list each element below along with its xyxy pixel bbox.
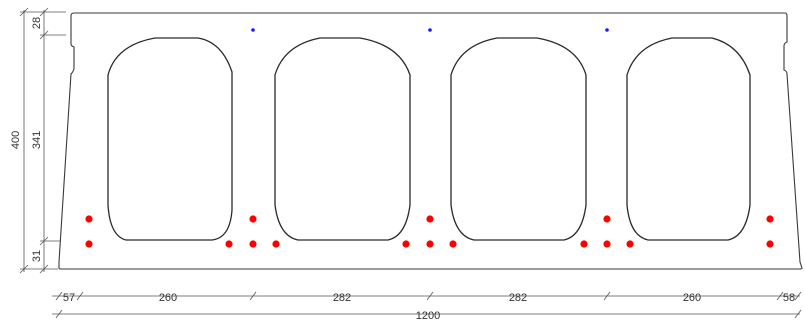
hollow-core-3 xyxy=(450,37,587,241)
strand xyxy=(766,215,774,223)
horizontal-dimension-total: 1200 xyxy=(52,309,802,322)
strand xyxy=(225,240,233,248)
strand xyxy=(603,240,611,248)
top-wires xyxy=(251,28,609,32)
prestress-strands xyxy=(85,215,774,248)
top-wire xyxy=(251,28,255,32)
strand xyxy=(402,240,410,248)
dim-total-height: 400 xyxy=(10,131,22,149)
strand xyxy=(580,240,588,248)
strand xyxy=(449,240,457,248)
hollow-core-1 xyxy=(107,37,233,241)
strand xyxy=(249,240,257,248)
top-wire xyxy=(605,28,609,32)
dim-core-4: 260 xyxy=(683,292,701,304)
dim-core-1: 260 xyxy=(159,292,177,304)
top-wire xyxy=(428,28,432,32)
dim-edge-right: 58 xyxy=(783,292,795,304)
dim-edge-left: 57 xyxy=(63,292,75,304)
strand xyxy=(766,240,774,248)
strand xyxy=(626,240,634,248)
hollow-core-4 xyxy=(626,37,751,241)
slab-outline xyxy=(58,12,803,270)
dim-bottom-flange: 31 xyxy=(31,250,43,262)
dim-core-2: 282 xyxy=(333,292,351,304)
dim-total-width: 1200 xyxy=(416,310,440,322)
strand xyxy=(85,240,93,248)
horizontal-dimension-segments: 57 260 282 282 260 58 xyxy=(52,291,802,304)
strand xyxy=(426,215,434,223)
strand xyxy=(249,215,257,223)
strand xyxy=(272,240,280,248)
vertical-dimension-left: 400 28 341 31 xyxy=(10,7,66,274)
dim-core-height: 341 xyxy=(31,131,43,149)
hollow-core-2 xyxy=(274,37,411,241)
strand xyxy=(426,240,434,248)
strand xyxy=(85,215,93,223)
strand xyxy=(603,215,611,223)
dim-core-3: 282 xyxy=(509,292,527,304)
dim-top-flange: 28 xyxy=(31,17,43,29)
